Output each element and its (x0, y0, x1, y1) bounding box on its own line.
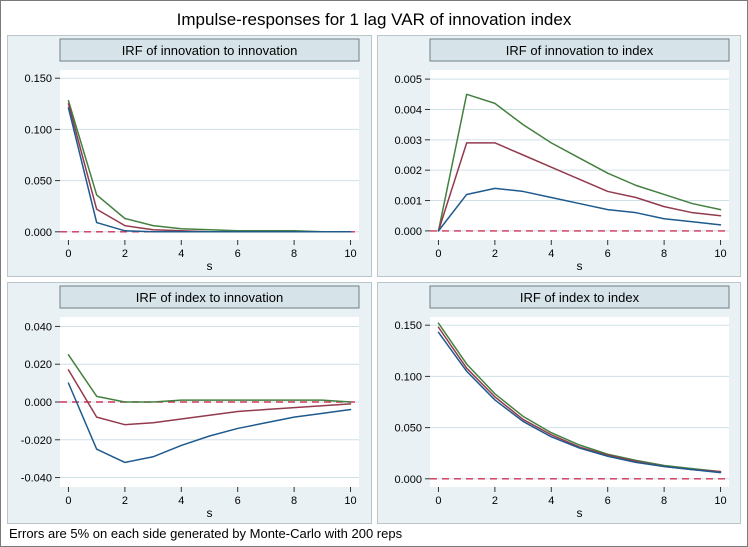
panel-innovation-to-innovation: 0.000 0.050 0.100 0.150 0 2 4 6 8 10 s IRF of innov… (7, 35, 372, 277)
figure-title: Impulse-responses for 1 lag VAR of innov… (176, 10, 572, 29)
y-tick-label: 0.001 (394, 196, 422, 208)
chart-svg: 0.000 0.050 0.100 0.150 0 2 4 6 8 10 s IRF of innov… (24, 38, 360, 273)
plot-region (60, 70, 359, 240)
panel-title: IRF of innovation to innovation (122, 43, 298, 58)
x-tick-label: 0 (65, 248, 71, 260)
series-line-upper_ci (437, 322, 721, 473)
panel-title-box (59, 285, 360, 309)
x-tick-label: 6 (604, 248, 610, 260)
x-axis-label: s (207, 506, 213, 520)
x-tick-label: 2 (122, 248, 128, 260)
x-tick-label: 0 (435, 495, 441, 507)
y-tick-label: 0.000 (24, 397, 52, 409)
y-tick-label: 0.050 (24, 176, 52, 188)
series-line-upper_ci (67, 354, 352, 403)
series-line-upper_ci (437, 93, 721, 232)
x-tick-label: 2 (491, 248, 497, 260)
x-tick-label: 4 (548, 248, 554, 260)
panel-title: IRF of innovation to index (505, 43, 653, 58)
y-tick-label: 0.002 (394, 165, 422, 177)
plot-index-to-innovation: -0.040 -0.020 0.000 0.020 0.040 0 2 4 6 8 10 s IRF o… (8, 283, 371, 523)
x-tick-label: 10 (714, 248, 726, 260)
y-tick-label: 0.020 (24, 359, 52, 371)
x-tick-label: 8 (661, 248, 667, 260)
y-tick-label: 0.004 (394, 104, 422, 116)
panel-title: IRF of index to innovation (136, 290, 283, 305)
panel-index-to-innovation: -0.040 -0.020 0.000 0.020 0.040 0 2 4 6 8 10 s IRF o… (7, 282, 372, 524)
x-tick-label: 4 (548, 495, 554, 507)
x-axis-label: s (576, 506, 582, 520)
y-tick-label: 0.050 (394, 423, 422, 435)
chart-svg: 0.000 0.050 0.100 0.150 0 2 4 6 8 10 s IRF of index… (394, 285, 729, 520)
panel-title-box (429, 285, 729, 309)
series-line-lower_ci (67, 382, 352, 464)
x-tick-label: 10 (344, 248, 356, 260)
panel-title-box (429, 38, 729, 62)
x-tick-label: 6 (235, 248, 241, 260)
x-axis-label: s (207, 259, 213, 273)
y-tick-label: -0.020 (21, 435, 52, 447)
plot-region (429, 70, 729, 240)
x-tick-label: 4 (178, 248, 184, 260)
panel-index-to-index: 0.000 0.050 0.100 0.150 0 2 4 6 8 10 s IRF of index… (376, 282, 741, 524)
x-tick-label: 6 (235, 495, 241, 507)
x-tick-label: 8 (291, 495, 297, 507)
x-tick-label: 4 (178, 495, 184, 507)
plot-innovation-to-index: 0.000 0.001 0.002 0.003 0.004 0.005 0 2 4 6 8 10 s IR… (378, 36, 741, 276)
y-tick-label: 0.000 (24, 227, 52, 239)
panel-title-box (59, 38, 360, 62)
x-tick-label: 2 (491, 495, 497, 507)
panel-innovation-to-index: 0.000 0.001 0.002 0.003 0.004 0.005 0 2 4 6 8 10 s IR… (376, 35, 741, 277)
panel-title: IRF of index to index (519, 290, 639, 305)
y-tick-label: 0.040 (24, 321, 52, 333)
y-tick-label: 0.003 (394, 135, 422, 147)
x-tick-label: 10 (714, 495, 726, 507)
y-tick-label: 0.100 (394, 371, 422, 383)
plot-innovation-to-innovation: 0.000 0.050 0.100 0.150 0 2 4 6 8 10 s IRF of innov… (8, 36, 371, 276)
y-tick-label: 0.000 (394, 226, 422, 238)
y-tick-label: 0.000 (394, 474, 422, 486)
plot-region (429, 317, 729, 487)
x-axis-label: s (576, 259, 582, 273)
panel-grid: 0.000 0.050 0.100 0.150 0 2 4 6 8 10 s IRF of innov… (7, 35, 741, 524)
y-tick-label: 0.150 (394, 320, 422, 332)
series-line-lower_ci (437, 331, 721, 474)
plot-index-to-index: 0.000 0.050 0.100 0.150 0 2 4 6 8 10 s IRF of index… (378, 283, 741, 523)
chart-svg: 0.000 0.001 0.002 0.003 0.004 0.005 0 2 4 6 8 10 s IR… (394, 38, 729, 273)
x-tick-label: 0 (435, 248, 441, 260)
x-tick-label: 6 (604, 495, 610, 507)
x-tick-label: 8 (291, 248, 297, 260)
y-tick-label: 0.100 (24, 124, 52, 136)
x-tick-label: 8 (661, 495, 667, 507)
series-line-point_estimate (437, 142, 721, 232)
x-tick-label: 10 (344, 495, 356, 507)
series-line-point_estimate (67, 369, 352, 426)
series-line-lower_ci (67, 107, 352, 233)
series-line-lower_ci (437, 187, 721, 232)
figure-note: Errors are 5% on each side generated by … (9, 526, 403, 541)
y-tick-label: 0.005 (394, 74, 422, 86)
y-tick-label: 0.150 (24, 73, 52, 85)
chart-svg: -0.040 -0.020 0.000 0.020 0.040 0 2 4 6 8 10 s IRF o… (21, 285, 360, 520)
x-tick-label: 2 (122, 495, 128, 507)
y-tick-label: -0.040 (21, 473, 52, 485)
x-tick-label: 0 (65, 495, 71, 507)
